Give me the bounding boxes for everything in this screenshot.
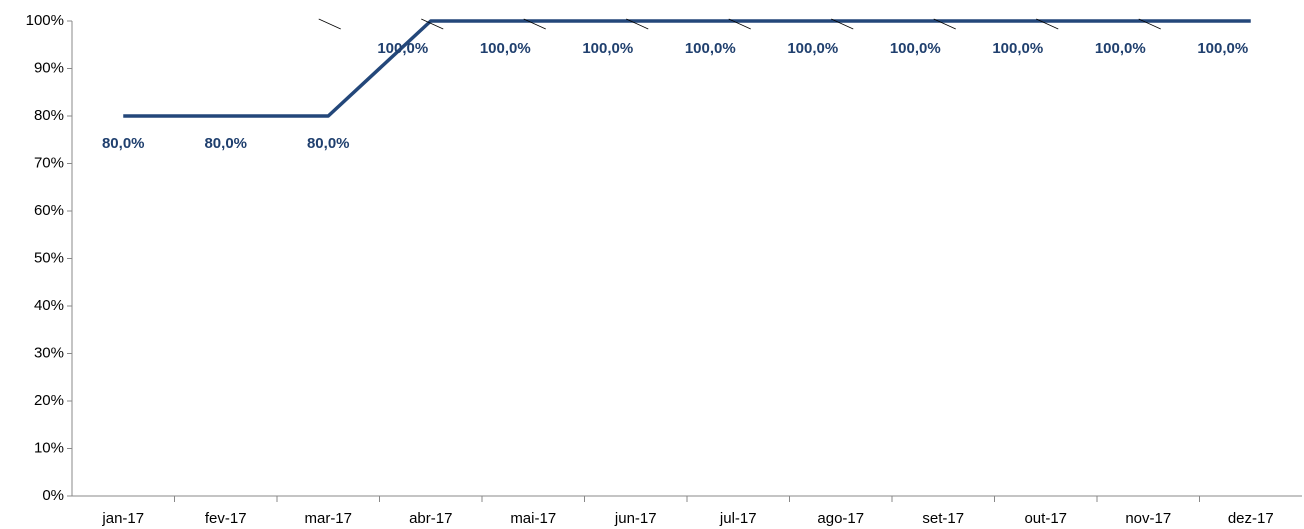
- x-tick-label: set-17: [922, 510, 964, 527]
- x-tick-label: abr-17: [409, 510, 452, 527]
- leader-line: [933, 18, 956, 30]
- y-tick-label: 80%: [34, 107, 64, 124]
- leader-line: [421, 18, 444, 30]
- value-label: 100,0%: [1197, 40, 1248, 57]
- y-tick-label: 60%: [34, 202, 64, 219]
- x-tick-label: jan-17: [101, 510, 144, 527]
- leader-line: [1138, 18, 1161, 30]
- value-label: 100,0%: [582, 40, 633, 57]
- leader-line: [728, 18, 751, 30]
- leader-line: [626, 18, 649, 30]
- y-tick-label: 50%: [34, 249, 64, 266]
- y-tick-label: 70%: [34, 154, 64, 171]
- value-label: 80,0%: [307, 135, 350, 152]
- x-tick-label: nov-17: [1125, 510, 1171, 527]
- x-tick-label: jul-17: [719, 510, 757, 527]
- leader-line: [1036, 18, 1059, 30]
- value-label: 80,0%: [204, 135, 247, 152]
- x-tick-label: ago-17: [817, 510, 864, 527]
- value-label: 100,0%: [480, 40, 531, 57]
- value-label: 100,0%: [787, 40, 838, 57]
- x-tick-label: jun-17: [614, 510, 657, 527]
- y-tick-label: 90%: [34, 59, 64, 76]
- y-tick-label: 20%: [34, 392, 64, 409]
- y-tick-label: 30%: [34, 344, 64, 361]
- y-tick-label: 0%: [42, 487, 64, 504]
- x-tick-label: out-17: [1024, 510, 1067, 527]
- y-tick-label: 10%: [34, 439, 64, 456]
- leader-line: [831, 18, 854, 30]
- value-label: 80,0%: [102, 135, 145, 152]
- x-tick-label: mar-17: [304, 510, 352, 527]
- value-label: 100,0%: [377, 40, 428, 57]
- value-label: 100,0%: [992, 40, 1043, 57]
- value-label: 100,0%: [685, 40, 736, 57]
- y-tick-label: 100%: [26, 12, 64, 29]
- leader-line: [318, 18, 341, 30]
- value-label: 100,0%: [1095, 40, 1146, 57]
- x-tick-label: fev-17: [205, 510, 247, 527]
- x-tick-label: mai-17: [510, 510, 556, 527]
- line: [123, 19, 1251, 118]
- y-tick-label: 40%: [34, 297, 64, 314]
- x-tick-label: dez-17: [1228, 510, 1274, 527]
- value-label: 100,0%: [890, 40, 941, 57]
- leader-line: [523, 18, 546, 30]
